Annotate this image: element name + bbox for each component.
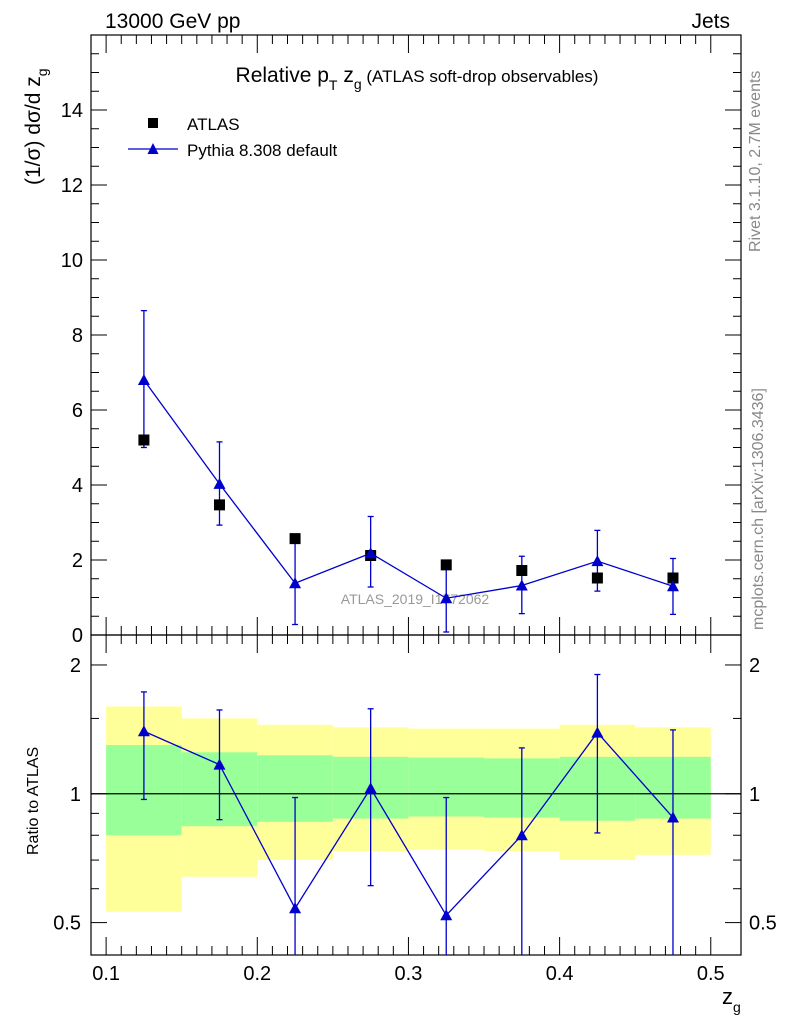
- main-y-tick-label: 6: [72, 400, 83, 422]
- pythia-main-line: [143, 379, 674, 599]
- ratio-y-tick-label: 2: [70, 655, 81, 677]
- pythia-main-point: [364, 547, 377, 559]
- main-y-axis-label: (1/σ) dσ/d zg: [22, 68, 50, 185]
- main-y-tick-label: 2: [72, 550, 83, 572]
- pythia-ratio-point: [666, 811, 679, 823]
- x-tick-label: 0.2: [243, 963, 271, 985]
- pythia-ratio-point: [137, 725, 150, 737]
- pythia-ratio-point: [515, 829, 528, 841]
- ratio-y-tick-label-right: 1: [749, 784, 760, 806]
- main-y-tick-label: 12: [61, 175, 83, 197]
- x-tick-label: 0.3: [395, 963, 423, 985]
- ratio-frame: [90, 634, 742, 956]
- x-tick-label: 0.5: [697, 963, 725, 985]
- main-panel-axes: 0 2 4 6 8 10 12 14: [61, 34, 742, 647]
- legend-pythia-label: Pythia 8.308 default: [187, 141, 338, 160]
- legend-atlas-label: ATLAS: [187, 115, 240, 134]
- atlas-data-point: [213, 499, 225, 511]
- ratio-panel-series: [137, 673, 679, 955]
- pythia-ratio-line: [143, 730, 674, 917]
- legend-atlas-marker: [148, 118, 158, 128]
- atlas-data-point: [440, 559, 452, 571]
- x-tick-label: 0.4: [546, 963, 574, 985]
- x-tick-label: 0.1: [92, 963, 120, 985]
- legend-pythia-marker: [147, 143, 159, 154]
- header-left-label: 13000 GeV pp: [105, 10, 240, 33]
- ratio-y-axis-label: Ratio to ATLAS: [25, 747, 42, 855]
- pythia-ratio-point: [364, 782, 377, 794]
- ratio-panel-axes: 0.1 0.2 0.3 0.4 0.5 0.5 0.5 1 1 2 2: [53, 634, 777, 985]
- main-y-tick-label: 4: [72, 475, 83, 497]
- pythia-ratio-point: [213, 758, 226, 770]
- atlas-data-point: [591, 572, 603, 584]
- atlas-data-point: [516, 565, 528, 576]
- pythia-main-point: [213, 477, 226, 489]
- legend: ATLAS Pythia 8.308 default: [128, 115, 338, 160]
- ratio-y-tick-label-right: 0.5: [749, 913, 777, 935]
- pythia-ratio-point: [591, 726, 604, 738]
- main-y-tick-label: 10: [61, 250, 83, 272]
- pythia-main-point: [289, 577, 302, 589]
- atlas-data-point: [138, 434, 150, 446]
- pythia-main-point: [515, 579, 528, 591]
- plot-title: Relative pT zg (ATLAS soft-drop observab…: [236, 64, 599, 93]
- atlas-data-point: [667, 572, 679, 584]
- x-axis-label: zg: [722, 984, 741, 1015]
- ratio-y-tick-label-right: 2: [749, 655, 760, 677]
- pythia-main-point: [591, 555, 604, 567]
- main-panel-series: [137, 309, 679, 633]
- pythia-ratio-point: [440, 909, 453, 921]
- analysis-watermark: ATLAS_2019_I1772062: [341, 591, 490, 607]
- ratio-uncertainty-bands: [91, 706, 741, 912]
- pythia-main-point: [440, 592, 453, 604]
- main-y-tick-label: 0: [72, 625, 83, 647]
- pythia-ratio-point: [289, 902, 302, 914]
- main-y-tick-label: 8: [72, 325, 83, 347]
- pythia-main-point: [666, 580, 679, 592]
- rivet-info-label: Rivet 3.1.10, 2.7M events: [747, 71, 764, 252]
- ratio-y-tick-label: 0.5: [53, 913, 81, 935]
- ratio-y-tick-label: 1: [70, 784, 81, 806]
- atlas-data-point: [289, 533, 301, 545]
- main-y-tick-label: 14: [61, 100, 83, 122]
- mcplots-info-label: mcplots.cern.ch [arXiv:1306.3436]: [750, 388, 767, 630]
- header-right-label: Jets: [691, 10, 730, 33]
- pythia-main-point: [137, 374, 150, 385]
